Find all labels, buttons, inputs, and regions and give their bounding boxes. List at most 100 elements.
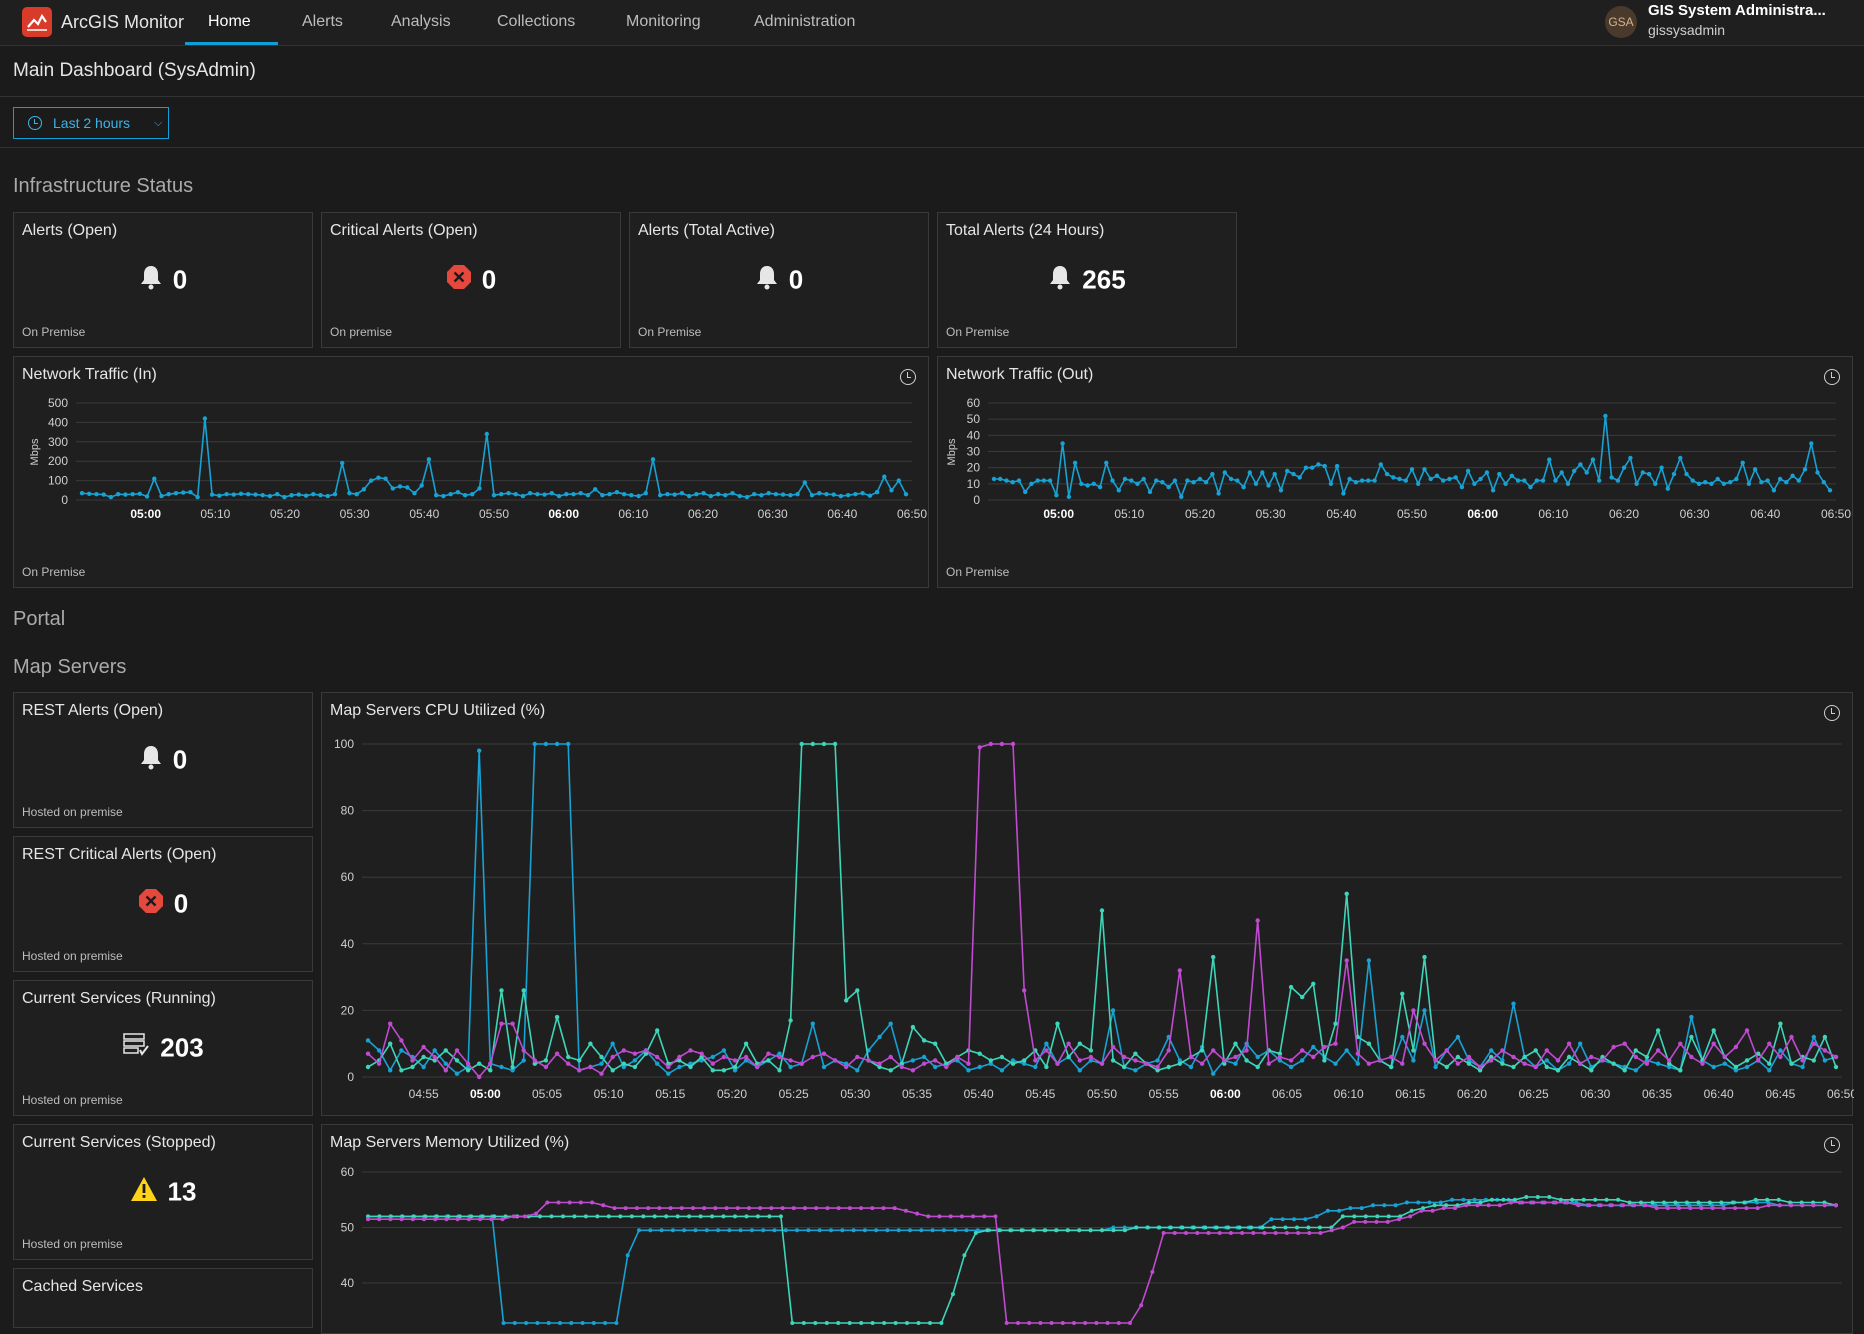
data-point [1535,1195,1540,1199]
services-stopped-card[interactable]: Current Services (Stopped) 13 Hosted on … [13,1124,313,1260]
data-point [521,988,526,993]
y-tick-label: 80 [341,804,355,818]
data-point [1684,1200,1689,1205]
data-point [1091,481,1096,486]
history-icon[interactable] [900,369,916,385]
data-point [1422,1008,1427,1013]
data-point [687,493,692,499]
data-point [1509,473,1514,478]
data-point [666,1071,671,1076]
data-point [1450,1197,1455,1202]
x-tick-label: 05:40 [964,1087,994,1101]
cached-services-card[interactable]: Cached Services [13,1268,313,1328]
data-point [1097,484,1103,490]
services-running-card[interactable]: Current Services (Running) 203 Hosted on… [13,980,313,1116]
data-point [1416,1200,1421,1205]
chart-title: Network Traffic (In) [22,366,157,383]
data-point [844,1064,849,1070]
data-point [1397,1217,1401,1222]
rest-critical-alerts-card[interactable]: REST Critical Alerts (Open) 0 Hosted on … [13,836,313,972]
user-display-name[interactable]: GIS System Administra... [1648,2,1826,19]
data-point [1244,1058,1249,1063]
nav-analysis[interactable]: Analysis [391,13,451,30]
x-tick-label: 06:40 [1704,1087,1734,1101]
data-point [1419,1208,1424,1213]
data-point [1019,1228,1024,1233]
history-icon[interactable] [1824,369,1840,385]
data-point [1622,1068,1627,1073]
data-point [1016,1321,1020,1325]
data-point [825,1206,830,1211]
x-tick-label: 06:45 [1765,1087,1795,1101]
data-point [1722,1054,1728,1060]
data-point [716,1228,721,1233]
nav-alerts[interactable]: Alerts [302,13,343,30]
data-point [1719,1200,1724,1205]
data-point [506,491,511,496]
data-point [457,1214,462,1219]
data-point [412,491,417,496]
data-point [744,1214,749,1219]
data-point [1363,1219,1368,1224]
data-point [1010,1061,1016,1066]
x-tick-label: 06:25 [1519,1087,1549,1101]
alerts-total-active-card[interactable]: Alerts (Total Active) 0 On Premise [629,212,929,348]
series-line [368,1198,1836,1324]
arcgis-monitor-logo-icon[interactable] [22,7,52,37]
history-icon[interactable] [1824,705,1840,721]
data-point [94,492,99,497]
data-point [732,1058,738,1063]
data-point [1378,462,1383,467]
data-point [532,741,537,747]
data-point [1500,1048,1505,1053]
data-point [1244,1048,1249,1053]
data-point [870,1321,875,1325]
data-point [361,487,367,492]
data-point [1430,1208,1435,1213]
data-point [1228,1231,1233,1235]
data-point [682,1228,687,1233]
data-point [1300,1058,1305,1063]
data-point [1340,1225,1345,1230]
data-point [1303,465,1309,470]
alerts-open-card[interactable]: Alerts (Open) 0 On Premise [13,212,313,348]
time-range-dropdown[interactable]: Last 2 hours ⌵ [13,107,169,139]
data-point [1767,1061,1772,1066]
nav-collections[interactable]: Collections [497,13,576,30]
data-point [1391,475,1396,480]
data-point [1247,470,1252,475]
data-point [1389,1054,1394,1060]
y-tick-label: 0 [973,493,980,507]
data-point [1678,1068,1683,1073]
data-point [554,741,560,747]
nav-monitoring[interactable]: Monitoring [626,13,701,30]
data-point [1027,1321,1032,1325]
data-point [632,1051,638,1056]
data-point [1222,1058,1227,1063]
x-tick-label: 05:30 [1256,507,1286,521]
nav-administration[interactable]: Administration [754,13,856,30]
data-point [1711,1041,1716,1046]
data-point [549,491,554,496]
total-alerts-24h-card[interactable]: Total Alerts (24 Hours) 265 On Premise [937,212,1237,348]
data-point [1690,478,1695,483]
app-title[interactable]: ArcGIS Monitor [61,12,185,32]
critical-icon [138,888,164,921]
data-point [152,476,157,481]
x-tick-label: 05:55 [1149,1087,1179,1101]
data-point [743,1041,749,1046]
nav-home[interactable]: Home [208,13,251,30]
user-avatar[interactable]: GSA [1605,6,1637,38]
data-point [1228,476,1234,482]
data-point [1010,741,1016,747]
rest-alerts-open-card[interactable]: REST Alerts (Open) 0 Hosted on premise [13,692,313,828]
history-icon[interactable] [1824,1137,1840,1153]
data-point [1291,471,1296,477]
data-point [637,1228,641,1233]
data-point [1570,1197,1575,1202]
data-point [1800,1064,1805,1070]
data-point [817,491,822,496]
data-point [1789,1203,1794,1208]
critical-alerts-open-card[interactable]: Critical Alerts (Open) 0 On premise [321,212,621,348]
data-point [1155,1068,1160,1073]
